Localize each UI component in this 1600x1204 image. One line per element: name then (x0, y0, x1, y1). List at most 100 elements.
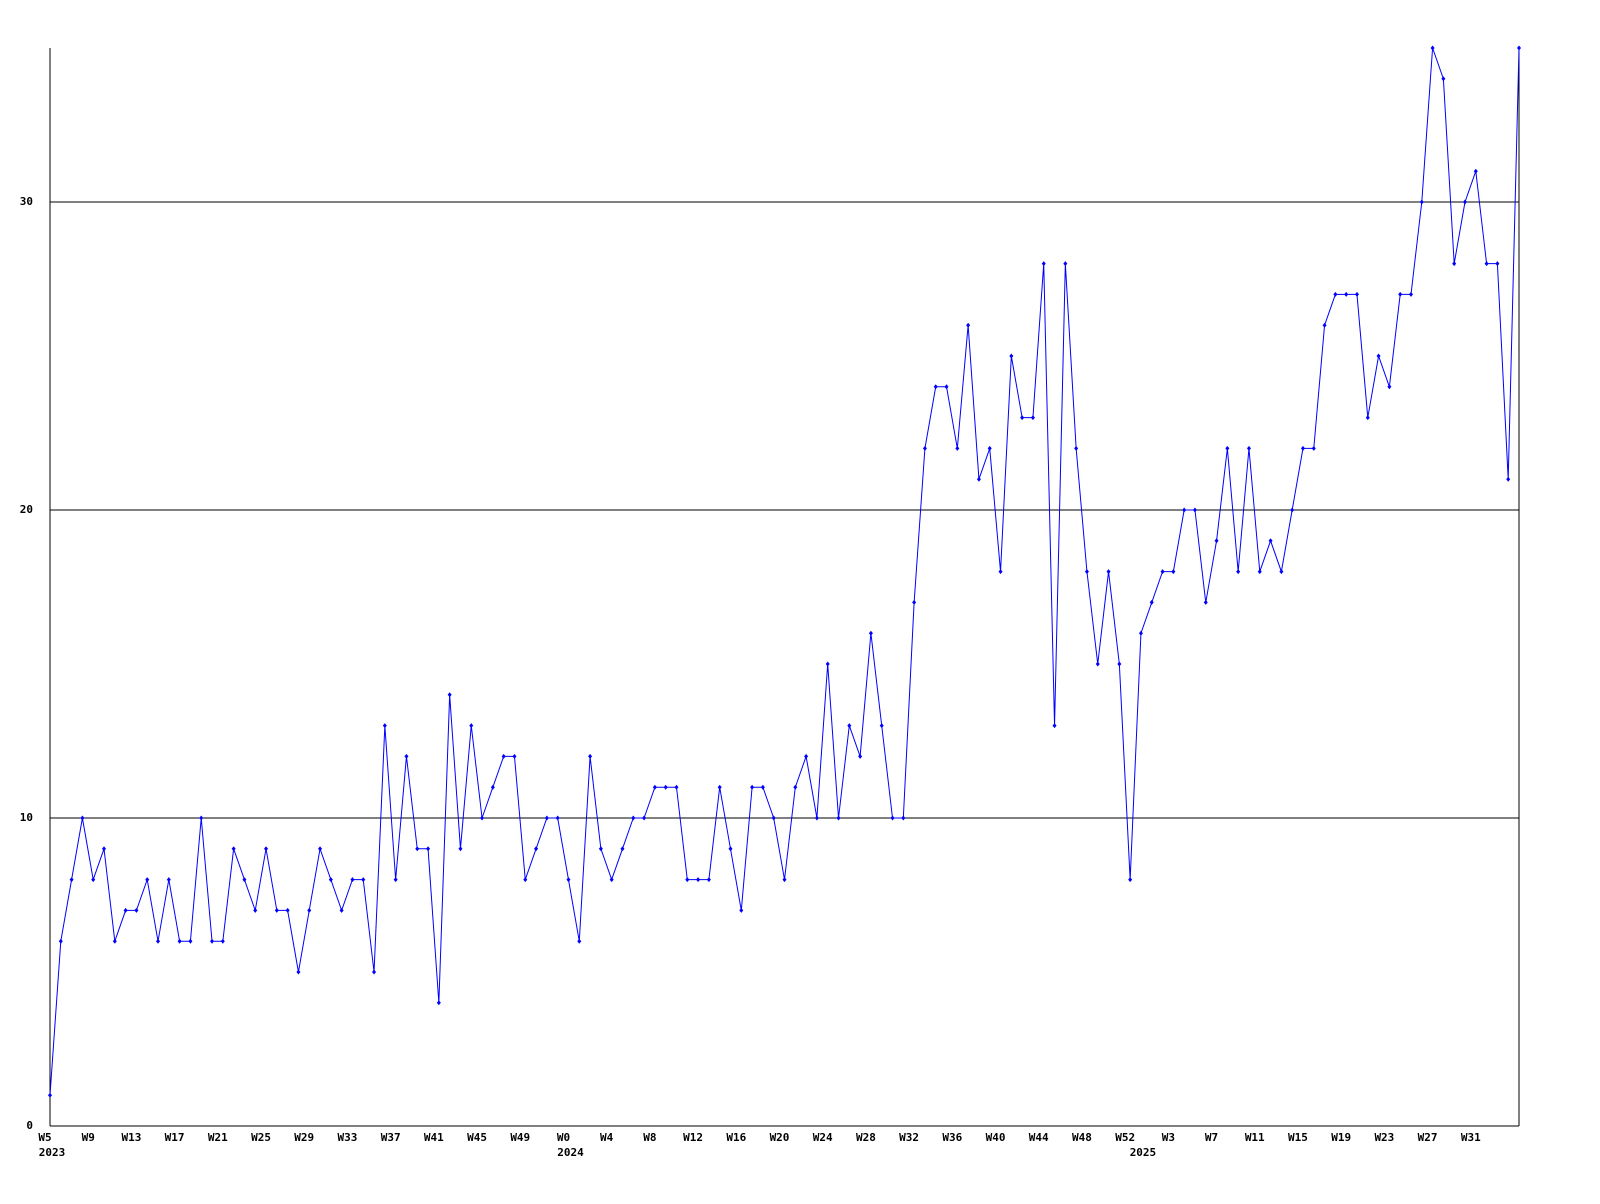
x-year-label: 2024 (557, 1146, 584, 1159)
data-point (264, 846, 269, 852)
data-point (879, 723, 884, 729)
data-point (674, 784, 679, 790)
y-tick-label: 20 (20, 503, 33, 516)
data-point (404, 753, 409, 759)
data-point (285, 907, 290, 913)
x-tick-label: W5 (38, 1131, 51, 1144)
data-point (447, 692, 452, 698)
data-point (296, 969, 301, 975)
data-point (1365, 415, 1370, 421)
data-point (1441, 76, 1446, 82)
x-tick-label: W36 (942, 1131, 962, 1144)
data-point (145, 877, 150, 883)
data-point (1138, 630, 1143, 636)
data-point (48, 1092, 52, 1098)
data-point (480, 815, 485, 821)
data-point (804, 753, 809, 759)
data-point (1182, 507, 1187, 513)
data-point (760, 784, 765, 790)
x-tick-label: W19 (1331, 1131, 1351, 1144)
x-tick-label: W9 (82, 1131, 95, 1144)
data-point (1279, 569, 1284, 575)
data-point (1074, 445, 1079, 451)
data-point (750, 784, 755, 790)
data-point (1084, 569, 1089, 575)
data-point (231, 846, 236, 852)
data-point (123, 907, 128, 913)
data-point (512, 753, 517, 759)
x-tick-label: W4 (600, 1131, 614, 1144)
y-tick-label: 0 (26, 1119, 33, 1132)
y-tick-label: 10 (20, 811, 33, 824)
data-point (1430, 45, 1435, 51)
data-point (1171, 569, 1176, 575)
x-tick-label: W8 (643, 1131, 656, 1144)
data-point (631, 815, 636, 821)
data-point (1484, 261, 1489, 267)
data-point (1290, 507, 1295, 513)
data-point (1506, 476, 1511, 482)
data-point (717, 784, 722, 790)
data-point (220, 938, 225, 944)
x-year-label: 2023 (39, 1146, 66, 1159)
data-point (199, 815, 204, 821)
data-point (642, 815, 647, 821)
x-tick-label: W28 (856, 1131, 876, 1144)
x-tick-label: W41 (424, 1131, 444, 1144)
data-point (1236, 569, 1241, 575)
data-line (49, 47, 1520, 1096)
data-point (166, 877, 171, 883)
data-point (469, 723, 474, 729)
data-point (858, 753, 863, 759)
data-point (242, 877, 247, 883)
x-tick-label: W21 (208, 1131, 228, 1144)
data-point (112, 938, 117, 944)
data-point (91, 877, 96, 883)
data-point (69, 877, 74, 883)
data-point (685, 877, 690, 883)
x-tick-label: W44 (1029, 1131, 1049, 1144)
data-point (350, 877, 355, 883)
data-point (274, 907, 279, 913)
data-point (253, 907, 258, 913)
data-point (922, 445, 927, 451)
data-point (901, 815, 906, 821)
data-point (598, 846, 603, 852)
data-point (134, 907, 139, 913)
x-tick-label: W32 (899, 1131, 919, 1144)
x-tick-label: W0 (557, 1131, 570, 1144)
data-point (318, 846, 323, 852)
data-point (1117, 661, 1122, 667)
data-point (555, 815, 560, 821)
x-tick-label: W25 (251, 1131, 271, 1144)
data-point (188, 938, 193, 944)
data-point (210, 938, 215, 944)
data-point (663, 784, 668, 790)
x-tick-label: W13 (121, 1131, 141, 1144)
data-point (868, 630, 873, 636)
data-point (1030, 415, 1035, 421)
data-point (620, 846, 625, 852)
data-point (328, 877, 333, 883)
data-point (1387, 384, 1392, 390)
x-tick-label: W45 (467, 1131, 487, 1144)
data-point (577, 938, 582, 944)
data-point (361, 877, 366, 883)
data-point (436, 1000, 441, 1006)
x-tick-label: W33 (338, 1131, 358, 1144)
x-tick-label: W31 (1461, 1131, 1481, 1144)
data-point (1495, 261, 1500, 267)
data-point (1473, 168, 1478, 174)
data-point (80, 815, 85, 821)
data-point (696, 877, 701, 883)
data-point (793, 784, 798, 790)
data-point (1419, 199, 1424, 205)
data-point (1009, 353, 1014, 359)
x-tick-label: W15 (1288, 1131, 1308, 1144)
data-point (976, 476, 981, 482)
data-point (1246, 445, 1251, 451)
data-point (372, 969, 377, 975)
data-point (58, 938, 63, 944)
data-point (944, 384, 949, 390)
